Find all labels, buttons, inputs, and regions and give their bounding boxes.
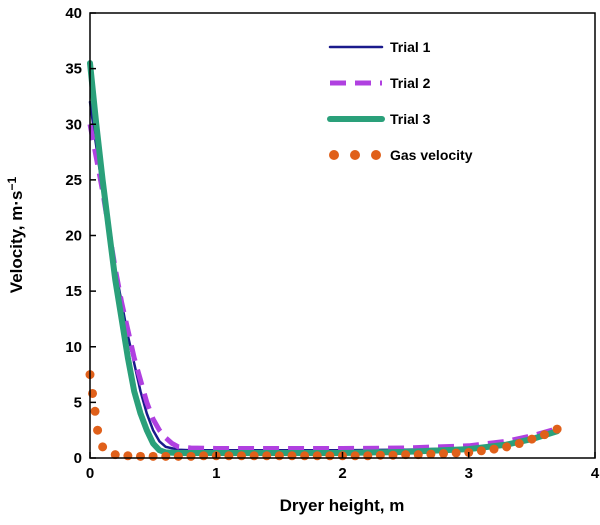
data-point-gas-velocity [136, 451, 145, 461]
data-point-gas-velocity [401, 450, 411, 460]
data-point-gas-velocity [274, 451, 284, 461]
data-point-gas-velocity [123, 451, 133, 461]
y-tick-label: 30 [65, 116, 82, 133]
y-axis-title-main: Velocity, m·s [7, 191, 26, 294]
data-point-gas-velocity [439, 449, 448, 459]
data-point-gas-velocity [224, 451, 234, 461]
x-tick-label: 4 [591, 465, 600, 482]
series-line-trial-2 [87, 123, 561, 451]
y-axis-title: Velocity, m·s−1 [5, 176, 26, 293]
data-point-gas-velocity [350, 451, 360, 461]
data-point-gas-velocity [93, 425, 103, 435]
data-point-gas-velocity [489, 444, 499, 454]
data-point-gas-velocity [249, 451, 259, 461]
y-tick-label: 5 [74, 394, 82, 411]
x-tick-label: 1 [212, 465, 220, 482]
y-tick-label: 15 [65, 283, 82, 300]
legend: Trial 1 Trial 2 Trial 3 Gas velocity [327, 39, 473, 163]
data-point-gas-velocity [363, 451, 373, 461]
legend-swatch-gas-velocity [350, 150, 360, 160]
data-point-gas-velocity [426, 449, 436, 459]
data-point-gas-velocity [98, 442, 108, 452]
x-tick-label: 2 [338, 465, 346, 482]
data-point-gas-velocity [173, 451, 183, 461]
plot-frame [89, 12, 596, 459]
y-tick-label: 10 [65, 339, 82, 356]
legend-label-gas-velocity: Gas velocity [390, 147, 473, 163]
legend-swatch-gas-velocity [371, 150, 381, 160]
y-axis-title-superscript: −1 [5, 176, 19, 190]
series-line-trial-3 [87, 60, 561, 456]
data-point-gas-velocity [312, 451, 322, 461]
data-point-gas-velocity [540, 430, 549, 440]
y-tick-label: 35 [65, 61, 82, 78]
plot-series-group [85, 60, 562, 461]
data-point-gas-velocity [514, 439, 524, 449]
data-point-gas-velocity [413, 450, 423, 460]
data-point-gas-velocity [199, 451, 209, 461]
series-line-trial-1 [88, 100, 559, 452]
y-tick-label: 40 [65, 5, 82, 22]
data-point-gas-velocity [186, 451, 196, 461]
data-point-gas-velocity [527, 434, 537, 444]
data-point-gas-velocity [161, 451, 171, 461]
y-tick-label: 25 [65, 172, 82, 189]
data-point-gas-velocity [552, 424, 562, 434]
data-point-gas-velocity [502, 442, 512, 452]
legend-label-trial-1: Trial 1 [390, 39, 431, 55]
data-point-gas-velocity [110, 450, 120, 460]
x-tick-label: 0 [86, 465, 94, 482]
x-axis-title: Dryer height, m [280, 496, 405, 515]
data-point-gas-velocity [90, 406, 100, 416]
legend-swatch-gas-velocity [329, 150, 339, 160]
legend-label-trial-3: Trial 3 [390, 111, 431, 127]
data-point-gas-velocity [148, 451, 158, 461]
data-point-gas-velocity [262, 451, 272, 461]
data-point-gas-velocity [476, 446, 486, 456]
y-tick-label: 20 [65, 228, 82, 245]
data-point-gas-velocity [300, 451, 310, 461]
data-point-gas-velocity [325, 451, 335, 461]
y-tick-label: 0 [74, 450, 82, 467]
x-tick-label: 3 [465, 465, 473, 482]
legend-label-trial-2: Trial 2 [390, 75, 431, 91]
data-point-gas-velocity [287, 451, 297, 461]
data-point-gas-velocity [451, 448, 461, 458]
data-point-gas-velocity [237, 451, 246, 461]
